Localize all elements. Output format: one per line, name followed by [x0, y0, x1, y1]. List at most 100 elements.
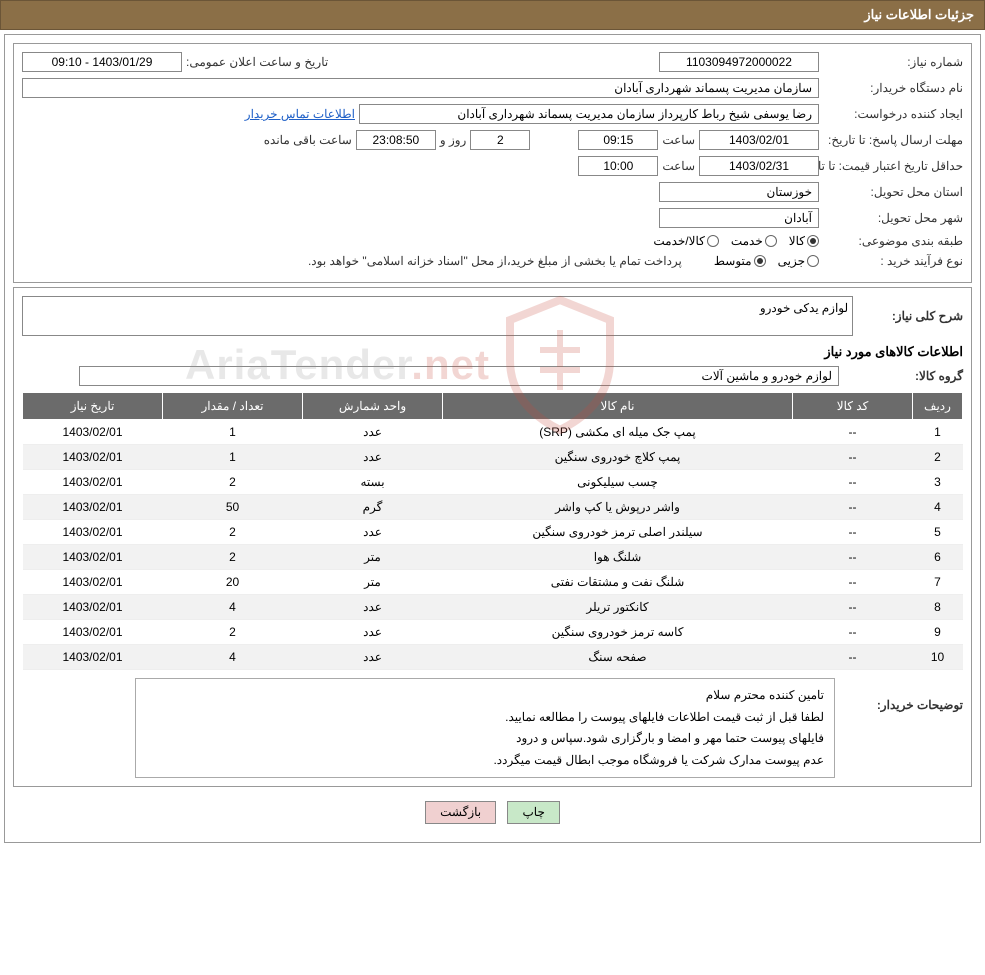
need-number-label: شماره نیاز:	[823, 55, 963, 69]
radio-icon	[754, 255, 766, 267]
radio-medium[interactable]: متوسط	[714, 254, 766, 268]
buyer-contact-link[interactable]: اطلاعات تماس خریدار	[245, 107, 355, 121]
time-label-2: ساعت	[662, 159, 695, 173]
table-row: 9--کاسه ترمز خودروی سنگینعدد21403/02/01	[23, 620, 963, 645]
table-cell: --	[793, 595, 913, 620]
row-province: استان محل تحویل: خوزستان	[22, 182, 963, 202]
group-label: گروه کالا:	[843, 369, 963, 383]
table-cell: 1403/02/01	[23, 445, 163, 470]
table-cell: 7	[913, 570, 963, 595]
col-unit: واحد شمارش	[303, 393, 443, 420]
row-need-number: شماره نیاز: 1103094972000022 تاریخ و ساع…	[22, 52, 963, 72]
table-row: 5--سیلندر اصلی ترمز خودروی سنگینعدد21403…	[23, 520, 963, 545]
row-item-group: گروه کالا: لوازم خودرو و ماشین آلات	[22, 366, 963, 386]
table-row: 2--پمپ کلاچ خودروی سنگینعدد11403/02/01	[23, 445, 963, 470]
table-cell: --	[793, 545, 913, 570]
table-row: 1--پمپ جک میله ای مکشی (SRP)عدد11403/02/…	[23, 420, 963, 445]
col-date: تاریخ نیاز	[23, 393, 163, 420]
requester-label: ایجاد کننده درخواست:	[823, 107, 963, 121]
table-cell: 1403/02/01	[23, 470, 163, 495]
radio-icon	[807, 235, 819, 247]
requester-value: رضا یوسفی شیخ رباط کارپرداز سازمان مدیری…	[359, 104, 819, 124]
table-cell: 1403/02/01	[23, 495, 163, 520]
table-cell: 2	[163, 620, 303, 645]
table-cell: 20	[163, 570, 303, 595]
table-cell: عدد	[303, 620, 443, 645]
table-cell: 6	[913, 545, 963, 570]
table-cell: 9	[913, 620, 963, 645]
table-cell: عدد	[303, 520, 443, 545]
table-cell: --	[793, 445, 913, 470]
need-desc-label: شرح کلی نیاز:	[857, 309, 963, 323]
table-cell: --	[793, 620, 913, 645]
group-value: لوازم خودرو و ماشین آلات	[79, 366, 839, 386]
buyer-org-value: سازمان مدیریت پسماند شهرداری آبادان	[22, 78, 819, 98]
classification-label: طبقه بندی موضوعی:	[823, 234, 963, 248]
time-remaining-value: 23:08:50	[356, 130, 436, 150]
time-label-1: ساعت	[662, 133, 695, 147]
table-cell: گرم	[303, 495, 443, 520]
table-row: 3--چسب سیلیکونیبسته21403/02/01	[23, 470, 963, 495]
items-section-title: اطلاعات کالاهای مورد نیاز	[22, 344, 963, 360]
response-deadline-label: مهلت ارسال پاسخ: تا تاریخ:	[823, 133, 963, 147]
table-cell: --	[793, 495, 913, 520]
table-cell: 2	[163, 545, 303, 570]
city-value: آبادان	[659, 208, 819, 228]
response-time-value: 09:15	[578, 130, 658, 150]
table-header-row: ردیف کد کالا نام کالا واحد شمارش تعداد /…	[23, 393, 963, 420]
col-code: کد کالا	[793, 393, 913, 420]
table-row: 10--صفحه سنگعدد41403/02/01	[23, 645, 963, 670]
table-cell: 5	[913, 520, 963, 545]
radio-goods-service[interactable]: کالا/خدمت	[653, 234, 718, 248]
purchase-note: پرداخت تمام یا بخشی از مبلغ خرید،از محل …	[308, 254, 682, 268]
radio-goods[interactable]: کالا	[789, 234, 819, 248]
days-label: روز و	[440, 133, 467, 147]
table-cell: --	[793, 470, 913, 495]
table-cell: عدد	[303, 420, 443, 445]
table-cell: عدد	[303, 595, 443, 620]
items-section: شرح کلی نیاز: اطلاعات کالاهای مورد نیاز …	[13, 287, 972, 787]
button-row: چاپ بازگشت	[13, 791, 972, 834]
table-cell: واشر درپوش یا کپ واشر	[443, 495, 793, 520]
back-button[interactable]: بازگشت	[425, 801, 496, 824]
table-cell: پمپ جک میله ای مکشی (SRP)	[443, 420, 793, 445]
table-cell: 1403/02/01	[23, 620, 163, 645]
response-date-value: 1403/02/01	[699, 130, 819, 150]
remaining-label: ساعت باقی مانده	[264, 133, 352, 147]
col-name: نام کالا	[443, 393, 793, 420]
table-row: 7--شلنگ نفت و مشتقات نفتیمتر201403/02/01	[23, 570, 963, 595]
table-row: 8--کانکتور تریلرعدد41403/02/01	[23, 595, 963, 620]
col-row: ردیف	[913, 393, 963, 420]
need-number-value: 1103094972000022	[659, 52, 819, 72]
main-container: AriaTender.net شماره نیاز: 1103094972000…	[4, 34, 981, 843]
table-cell: 1	[913, 420, 963, 445]
row-requester: ایجاد کننده درخواست: رضا یوسفی شیخ رباط …	[22, 104, 963, 124]
table-cell: 1403/02/01	[23, 595, 163, 620]
radio-service[interactable]: خدمت	[731, 234, 777, 248]
need-info-section: شماره نیاز: 1103094972000022 تاریخ و ساع…	[13, 43, 972, 283]
row-need-desc: شرح کلی نیاز:	[22, 296, 963, 336]
table-cell: 2	[163, 520, 303, 545]
announce-value: 1403/01/29 - 09:10	[22, 52, 182, 72]
table-cell: 50	[163, 495, 303, 520]
table-cell: سیلندر اصلی ترمز خودروی سنگین	[443, 520, 793, 545]
table-cell: 10	[913, 645, 963, 670]
table-cell: 8	[913, 595, 963, 620]
row-response-deadline: مهلت ارسال پاسخ: تا تاریخ: 1403/02/01 سا…	[22, 130, 963, 150]
table-cell: کاسه ترمز خودروی سنگین	[443, 620, 793, 645]
buyer-notes-label: توضیحات خریدار:	[843, 678, 963, 712]
print-button[interactable]: چاپ	[507, 801, 559, 824]
table-cell: پمپ کلاچ خودروی سنگین	[443, 445, 793, 470]
table-cell: 4	[163, 645, 303, 670]
table-cell: کانکتور تریلر	[443, 595, 793, 620]
table-cell: 1403/02/01	[23, 520, 163, 545]
table-cell: چسب سیلیکونی	[443, 470, 793, 495]
table-cell: --	[793, 420, 913, 445]
buyer-note-line: لطفا قبل از ثبت قیمت اطلاعات فایلهای پیو…	[146, 707, 824, 729]
radio-icon	[707, 235, 719, 247]
buyer-note-line: فایلهای پیوست حتما مهر و امضا و بارگزاری…	[146, 728, 824, 750]
table-cell: 1403/02/01	[23, 420, 163, 445]
table-cell: 3	[913, 470, 963, 495]
table-row: 4--واشر درپوش یا کپ واشرگرم501403/02/01	[23, 495, 963, 520]
radio-partial[interactable]: جزیی	[778, 254, 819, 268]
